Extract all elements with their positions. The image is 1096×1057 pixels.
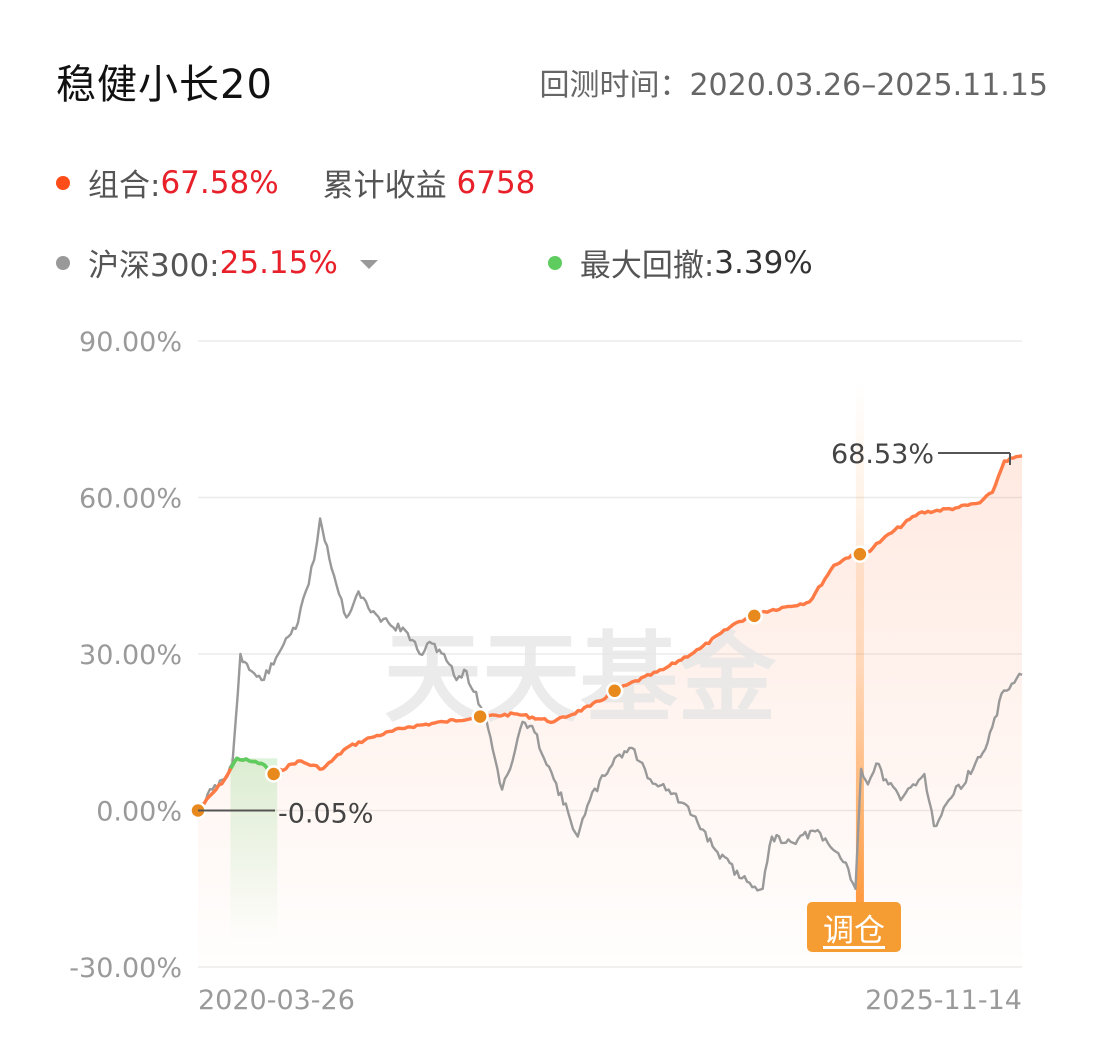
caret-down-icon[interactable] <box>359 260 378 269</box>
benchmark-label: 沪深300: <box>88 248 220 284</box>
benchmark-line <box>196 517 1023 892</box>
watermark: 天天基金 <box>384 622 777 736</box>
drawdown-label: 最大回撤: <box>579 248 715 284</box>
rebalance-button[interactable]: 调仓 <box>807 902 901 952</box>
portfolio-return: 67.58% <box>160 164 279 201</box>
rebalance-label: 调仓 <box>823 912 885 949</box>
portfolio-label: 组合: <box>88 168 161 204</box>
x-tick-label: 2025-11-14 <box>865 985 1022 1016</box>
legend-row-benchmark: 沪深300: 25.15% 最大回撤: 3.39% <box>56 240 813 285</box>
rebalance-marker <box>745 607 764 625</box>
rebalance-guide <box>855 380 864 902</box>
portfolio-area <box>198 455 1022 967</box>
cumulative-value: 6758 <box>456 164 536 201</box>
rebalance-marker <box>851 545 869 563</box>
backtest-period: 回测时间：2020.03.26–2025.11.15 <box>539 60 1048 104</box>
y-tick-label: -30.00% <box>69 953 182 984</box>
drawdown-dot-icon <box>547 255 562 270</box>
end-annotation: 68.53% <box>831 439 934 470</box>
page-title: 稳健小长20 <box>56 62 273 108</box>
legend-row-portfolio: 组合: 67.58% 累计收益 6758 <box>56 160 535 205</box>
benchmark-selector[interactable]: 沪深300: 25.15% <box>88 240 548 285</box>
y-tick-label: 90.00% <box>79 327 182 358</box>
start-annotation: -0.05% <box>278 799 374 830</box>
drawdown-band <box>230 758 278 940</box>
portfolio-dot-icon <box>56 175 70 190</box>
y-tick-label: 0.00% <box>96 797 182 828</box>
y-tick-label: 30.00% <box>79 640 182 671</box>
rebalance-marker <box>264 765 283 783</box>
period-value: 2020.03.26–2025.11.15 <box>689 68 1048 103</box>
x-tick-label: 2020-03-26 <box>198 985 355 1016</box>
period-label: 回测时间： <box>539 68 690 103</box>
benchmark-dot-icon <box>56 255 70 270</box>
rebalance-marker <box>471 707 489 726</box>
drawdown-value: 3.39% <box>714 244 813 281</box>
benchmark-return: 25.15% <box>219 244 338 281</box>
rebalance-marker <box>605 682 624 700</box>
y-tick-label: 60.00% <box>79 484 182 515</box>
cumulative-label: 累计收益 <box>322 168 447 204</box>
